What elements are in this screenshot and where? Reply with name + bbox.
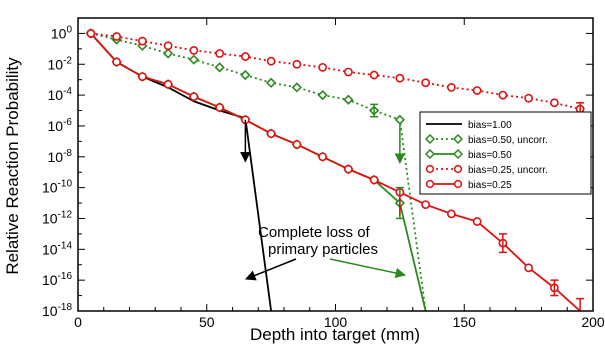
legend-marker [452, 133, 464, 145]
y-tick-label: 10-18 [42, 302, 72, 319]
data-point [189, 45, 199, 55]
y-tick-label: 10-14 [42, 240, 72, 257]
annotation-arrow-black [245, 258, 297, 281]
y-tick-label: 100 [51, 24, 73, 41]
data-point [369, 175, 379, 185]
legend-label: bias=0.50, uncorr. [468, 135, 548, 146]
y-tick-label: 10-4 [48, 86, 73, 103]
y-axis-label: Relative Reaction Probability [3, 57, 22, 275]
series-line-bias-0-25 [90, 32, 581, 311]
x-axis-ticks: 0 50 100 150 200 [74, 18, 605, 330]
data-point [318, 62, 328, 72]
data-point [549, 98, 559, 108]
data-point [240, 52, 250, 61]
annotation-arrow-green [329, 258, 407, 279]
plot-layer [85, 28, 585, 311]
data-point [395, 73, 405, 83]
data-point [266, 129, 276, 139]
data-point [394, 114, 406, 125]
legend-marker [424, 148, 436, 160]
data-point [421, 200, 431, 209]
data-point [446, 209, 456, 219]
data-point [163, 79, 173, 89]
x-tick-label: 100 [324, 314, 348, 330]
data-point [189, 92, 199, 102]
data-point [240, 69, 251, 81]
legend-label: bias=0.25, uncorr. [468, 165, 548, 176]
data-point [163, 41, 173, 51]
data-point [162, 48, 174, 59]
legend-marker [453, 164, 463, 174]
data-point [188, 54, 200, 65]
legend-label: bias=1.00 [468, 120, 512, 131]
data-point [472, 217, 482, 226]
y-tick-label: 10-12 [42, 209, 72, 226]
data-point [421, 78, 431, 88]
data-point [86, 29, 96, 38]
data-point [524, 93, 534, 103]
y-tick-label: 10-10 [42, 179, 72, 196]
data-point [137, 72, 147, 81]
y-tick-label: 10-6 [48, 117, 73, 134]
legend-marker [424, 133, 436, 145]
y-tick-label: 10-16 [42, 271, 72, 288]
data-point [112, 32, 122, 41]
data-point [343, 164, 353, 174]
data-point [112, 57, 122, 67]
x-tick-label: 200 [581, 314, 605, 330]
data-point [318, 152, 328, 162]
annotation-line-1: Complete loss of [258, 224, 371, 241]
annotation-line-2: primary particles [268, 241, 378, 258]
y-tick-label: 10-8 [48, 148, 73, 165]
data-point [215, 103, 225, 112]
y-tick-label: 10-2 [48, 55, 73, 72]
legend-marker [452, 148, 464, 160]
x-axis-label: Depth into target (mm) [250, 325, 420, 344]
legend-marker [453, 179, 463, 189]
legend-box [419, 111, 592, 195]
data-point [446, 82, 456, 92]
data-point [317, 89, 328, 101]
data-point [214, 62, 225, 73]
data-point [369, 70, 379, 80]
data-point [215, 49, 225, 58]
series-group [85, 28, 585, 311]
data-point [498, 90, 508, 100]
data-point [292, 140, 302, 149]
data-point [266, 56, 276, 66]
data-point [343, 94, 354, 105]
legend: bias=1.00 bias=0.50, uncorr. bias=0.50 bias… [419, 111, 592, 195]
data-point [472, 86, 482, 95]
x-tick-label: 0 [74, 314, 82, 330]
y-axis-ticks: 100 10-2 10-4 10-6 10-8 10-10 10-12 10-14 10-16 1… [42, 17, 593, 319]
data-point [291, 82, 303, 93]
data-point [265, 77, 277, 88]
data-point [343, 67, 353, 77]
legend-marker [425, 164, 435, 174]
legend-label: bias=0.50 [468, 150, 512, 161]
x-tick-label: 150 [453, 314, 477, 330]
data-point [524, 263, 534, 273]
legend-marker [425, 179, 435, 189]
x-tick-label: 50 [199, 314, 215, 330]
data-point [292, 59, 302, 69]
loss-annotation: Complete loss of primary particles [245, 224, 407, 281]
legend-label: bias=0.25 [468, 180, 512, 191]
data-point [137, 36, 147, 46]
